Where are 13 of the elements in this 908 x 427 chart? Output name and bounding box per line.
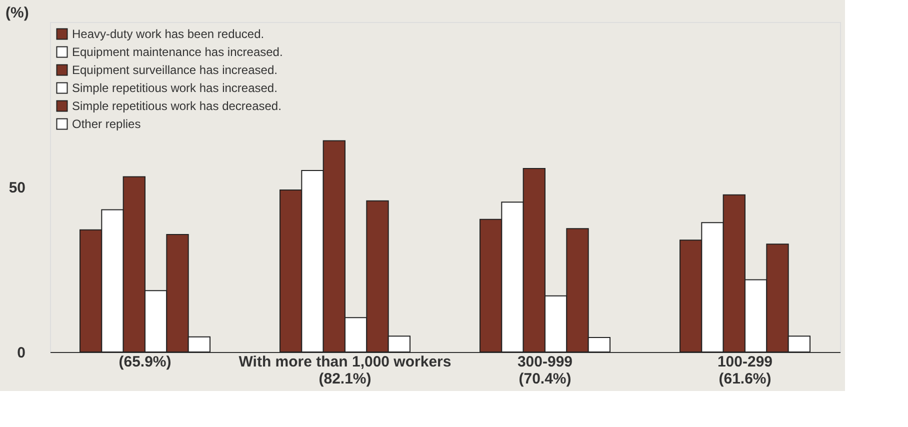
y-tick-label: 0 (17, 344, 26, 362)
legend-label: Other replies (72, 117, 141, 131)
x-tick-label: 300-999 (70.4%) (517, 354, 573, 388)
y-tick-label: 50 (8, 180, 26, 196)
x-tick-label: With more than 1,000 workers (82.1%) (238, 354, 452, 388)
legend-label: Simple repetitious work has increased. (72, 81, 278, 95)
legend-label: Simple repetitious work has decreased. (72, 99, 282, 113)
x-tick-label: (65.9%) (118, 354, 172, 370)
legend-label: Equipment surveillance has increased. (72, 63, 278, 77)
y-axis-title: (%) (6, 4, 29, 22)
legend-label: Heavy-duty work has been reduced. (72, 27, 264, 41)
x-tick-label: 100-299 (61.6%) (717, 354, 773, 388)
legend-label: Equipment maintenance has increased. (72, 45, 283, 59)
